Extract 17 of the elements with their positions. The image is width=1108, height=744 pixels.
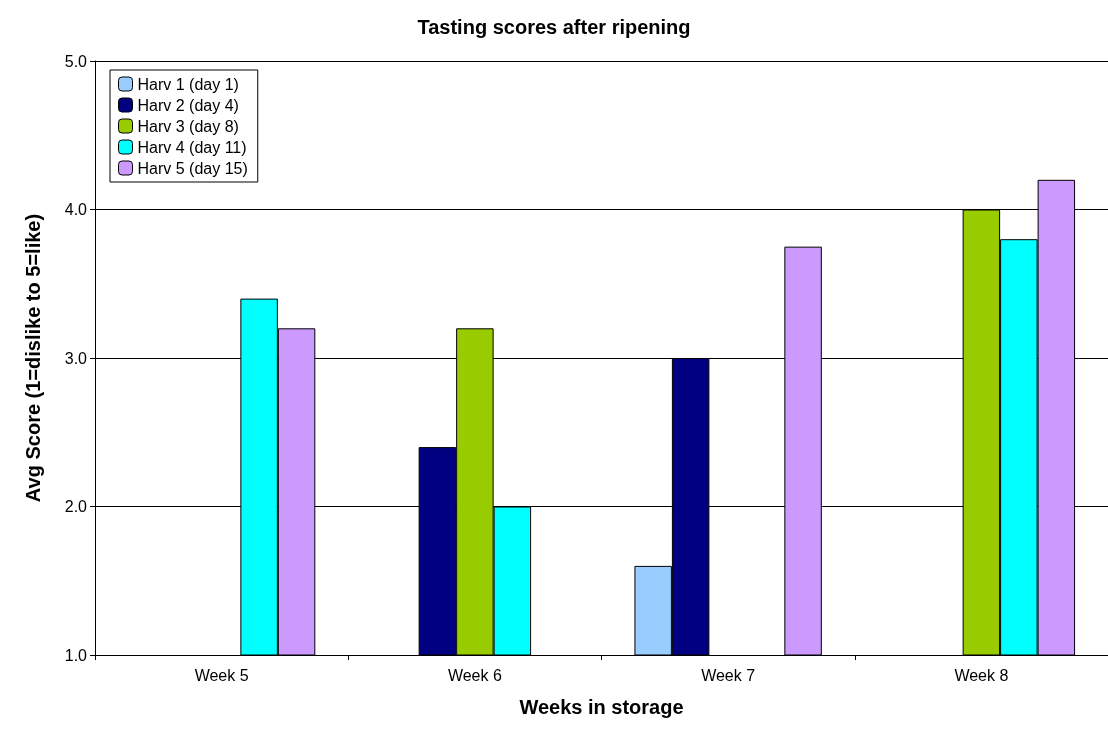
legend-label: Harv 1 (day 1)	[137, 75, 239, 93]
y-tick-label: 3.0	[64, 349, 88, 367]
legend-label: Harv 5 (day 15)	[137, 159, 248, 177]
y-tick-label: 2.0	[64, 498, 88, 515]
x-tick-label: Week 5	[194, 666, 249, 684]
y-axis-title: Avg Score (1=dislike to 5=like)	[22, 213, 44, 503]
legend-label: Harv 2 (day 4)	[137, 96, 239, 114]
y-tick-label: 4.0	[64, 201, 88, 218]
x-tick-label: Week 6	[447, 666, 502, 684]
y-tick-label: 5.0	[64, 52, 88, 70]
legend-label: Harv 3 (day 8)	[137, 117, 239, 135]
x-tick-label: Week 8	[954, 666, 1009, 684]
chart-title: Tasting scores after ripening	[417, 16, 691, 38]
y-tick-label: 1.0	[64, 646, 88, 664]
x-axis-title: Weeks in storage	[519, 696, 684, 718]
legend-label: Harv 4 (day 11)	[137, 138, 247, 156]
x-tick-label: Week 7	[701, 666, 756, 684]
